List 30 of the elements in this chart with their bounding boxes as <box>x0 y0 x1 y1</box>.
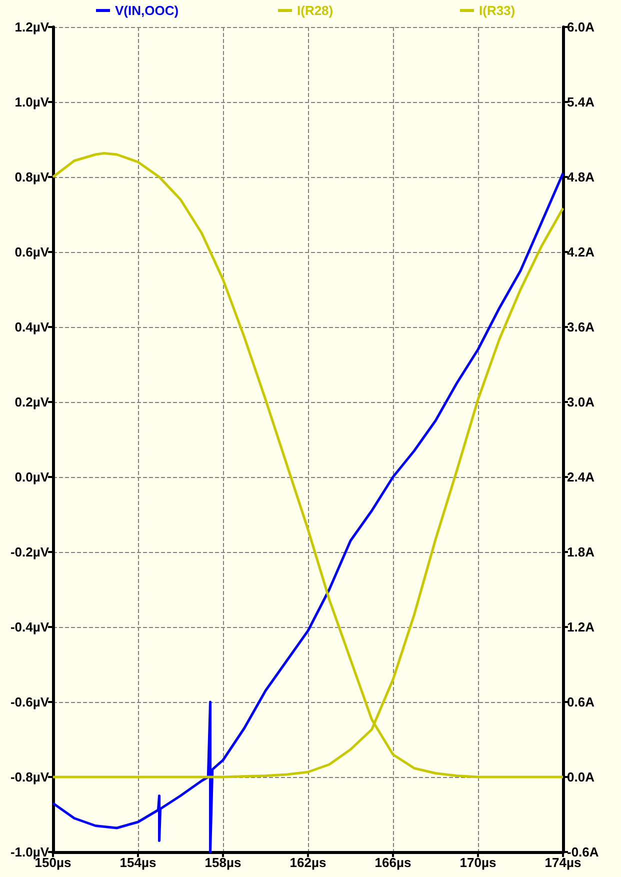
y-tick-label: 0.2µV <box>14 394 50 410</box>
y2-tick-label: 1.2A <box>567 620 596 634</box>
y-tick-label: 0.4µV <box>14 320 50 334</box>
x-tick-label: 154µs <box>120 855 156 870</box>
y2-tick-label: 0.6A <box>567 694 596 710</box>
y-tick-label: 0.8µV <box>14 170 50 184</box>
legend-label: I(R33) <box>479 3 516 18</box>
x-tick-label: 158µs <box>204 855 242 870</box>
y2-tick-label: 6.0A <box>567 20 596 34</box>
y2-tick-label: 3.0A <box>567 394 596 410</box>
y-tick-label: 1.2µV <box>14 20 50 34</box>
x-tick-label: 170µs <box>460 855 496 870</box>
y2-tick-label: 4.8A <box>567 170 596 184</box>
y-tick-label: -0.2µV <box>10 544 50 560</box>
y-tick-label: -0.8µV <box>10 770 50 784</box>
y2-tick-label: 2.4A <box>567 470 596 484</box>
legend-label: V(IN,OOC) <box>115 3 179 18</box>
y-tick-label: 1.0µV <box>14 94 50 110</box>
y2-tick-label: 4.2A <box>567 244 596 260</box>
y2-tick-label: 0.0A <box>567 770 596 784</box>
y-tick-label: 0.6µV <box>14 244 50 260</box>
legend-label: I(R28) <box>297 3 334 18</box>
x-tick-label: 166µs <box>374 855 412 870</box>
y2-tick-label: 5.4A <box>567 94 596 110</box>
y-tick-label: 0.0µV <box>14 470 50 484</box>
y-tick-label: -0.4µV <box>10 620 50 634</box>
y-tick-label: -0.6µV <box>10 694 50 710</box>
y2-tick-label: 1.8A <box>567 544 596 560</box>
y2-tick-label: 3.6A <box>567 320 596 334</box>
x-tick-label: 162µs <box>290 855 326 870</box>
